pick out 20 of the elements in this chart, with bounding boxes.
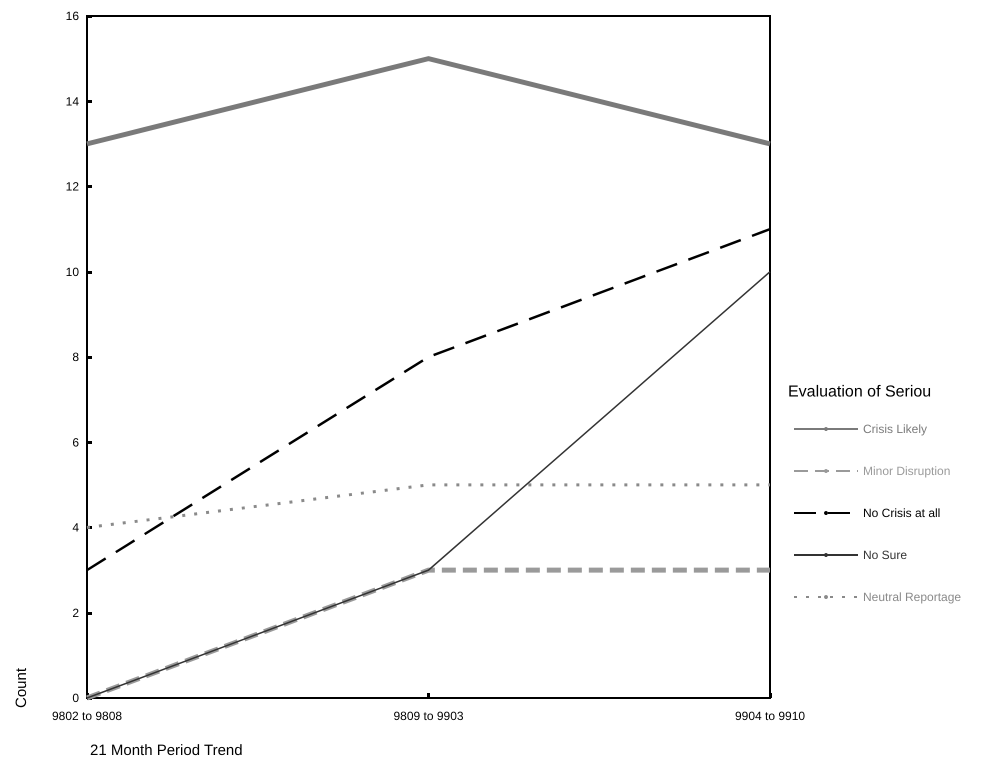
x-tick-label: 9904 to 9910	[734, 709, 806, 723]
y-tick-label: 16	[66, 9, 80, 23]
y-tick-label: 0	[72, 691, 80, 705]
y-tick-label: 14	[66, 94, 80, 108]
y-tick-label: 8	[72, 350, 80, 364]
x-tick-label: 9802 to 9808	[52, 709, 122, 723]
text: Crisis Likely	[863, 422, 928, 436]
y-axis-title: Count	[13, 667, 30, 708]
y-tick-label: 6	[72, 435, 80, 450]
text: No Sure	[863, 548, 908, 562]
text: Minor Disruption	[863, 464, 950, 478]
y-tick-label: 10	[66, 264, 80, 279]
y-tick-label: 2	[72, 606, 80, 620]
y-tick-label: 4	[72, 520, 80, 534]
x-tick-label: 9809 to 9903	[393, 709, 464, 723]
text: Neutral Reportage	[863, 590, 962, 604]
y-tick-label: 12	[66, 180, 80, 194]
x-axis-title: 21 Month Period Trend	[90, 742, 243, 759]
legend-title: Evaluation of Seriou	[788, 384, 932, 400]
text: No Crisis at all	[863, 506, 940, 520]
